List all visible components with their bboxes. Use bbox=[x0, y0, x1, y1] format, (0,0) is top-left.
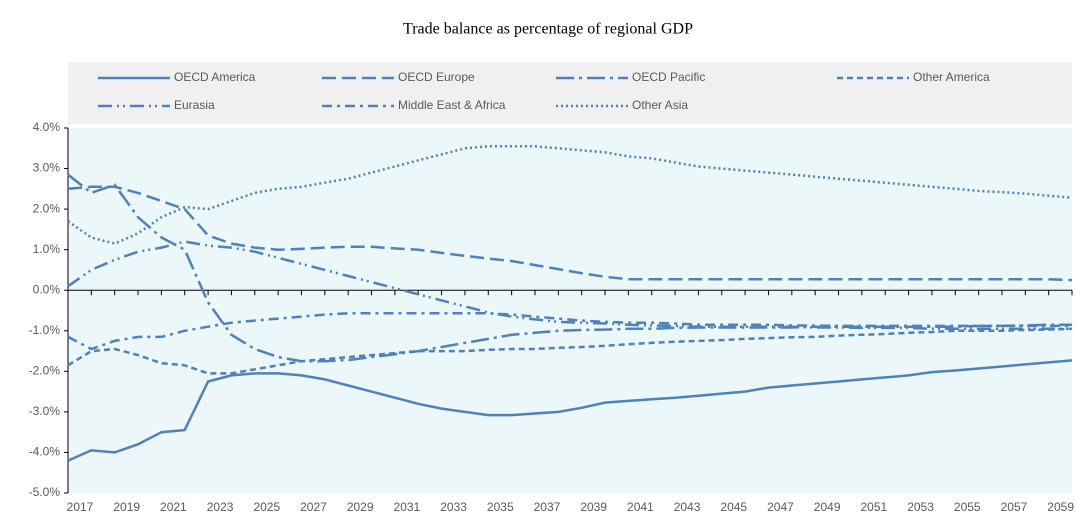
chart-title: Trade balance as percentage of regional … bbox=[403, 21, 693, 38]
series-line bbox=[67, 359, 1073, 462]
legend-label: OECD Europe bbox=[398, 70, 475, 84]
x-tick-label: 2033 bbox=[440, 500, 467, 514]
x-tick-label: 2041 bbox=[627, 500, 654, 514]
x-tick-label: 2021 bbox=[160, 500, 187, 514]
y-tick-label: 3.0% bbox=[33, 161, 61, 175]
x-tick-label: 2049 bbox=[814, 500, 841, 514]
x-tick-label: 2035 bbox=[487, 500, 514, 514]
legend-label: Middle East & Africa bbox=[398, 98, 506, 112]
plot-area bbox=[68, 128, 1072, 493]
y-tick-label: -2.0% bbox=[29, 364, 61, 378]
x-tick-label: 2055 bbox=[954, 500, 981, 514]
series-line bbox=[67, 145, 1073, 245]
x-tick-label: 2025 bbox=[253, 500, 280, 514]
x-tick-label: 2029 bbox=[347, 500, 374, 514]
series-line bbox=[67, 185, 1073, 282]
y-tick-label: 1.0% bbox=[33, 242, 61, 256]
x-tick-label: 2047 bbox=[767, 500, 794, 514]
series-line bbox=[67, 312, 1072, 351]
legend-box bbox=[68, 62, 1072, 124]
legend-label: OECD America bbox=[174, 70, 256, 84]
y-tick-label: -3.0% bbox=[29, 404, 61, 418]
series-line bbox=[67, 327, 1073, 375]
x-tick-label: 2017 bbox=[67, 500, 94, 514]
x-tick-label: 2031 bbox=[394, 500, 421, 514]
legend-label: Other Asia bbox=[632, 98, 688, 112]
y-tick-label: 0.0% bbox=[33, 282, 61, 296]
x-tick-label: 2059 bbox=[1047, 500, 1074, 514]
x-tick-label: 2043 bbox=[674, 500, 701, 514]
y-tick-label: -4.0% bbox=[29, 445, 61, 459]
x-tick-label: 2057 bbox=[1001, 500, 1028, 514]
legend-label: OECD Pacific bbox=[632, 70, 705, 84]
x-tick-label: 2037 bbox=[534, 500, 561, 514]
x-tick-label: 2051 bbox=[861, 500, 888, 514]
x-tick-label: 2053 bbox=[907, 500, 934, 514]
x-tick-label: 2039 bbox=[580, 500, 607, 514]
legend-label: Eurasia bbox=[174, 98, 215, 112]
x-tick-label: 2019 bbox=[113, 500, 140, 514]
series-line bbox=[67, 240, 1072, 331]
x-tick-label: 2045 bbox=[720, 500, 747, 514]
y-tick-label: -1.0% bbox=[29, 323, 61, 337]
x-tick-label: 2023 bbox=[207, 500, 234, 514]
legend-label: Other America bbox=[913, 70, 990, 84]
y-tick-label: -5.0% bbox=[29, 485, 61, 499]
y-tick-label: 4.0% bbox=[33, 120, 61, 134]
x-tick-label: 2027 bbox=[300, 500, 327, 514]
y-tick-label: 2.0% bbox=[33, 201, 61, 215]
